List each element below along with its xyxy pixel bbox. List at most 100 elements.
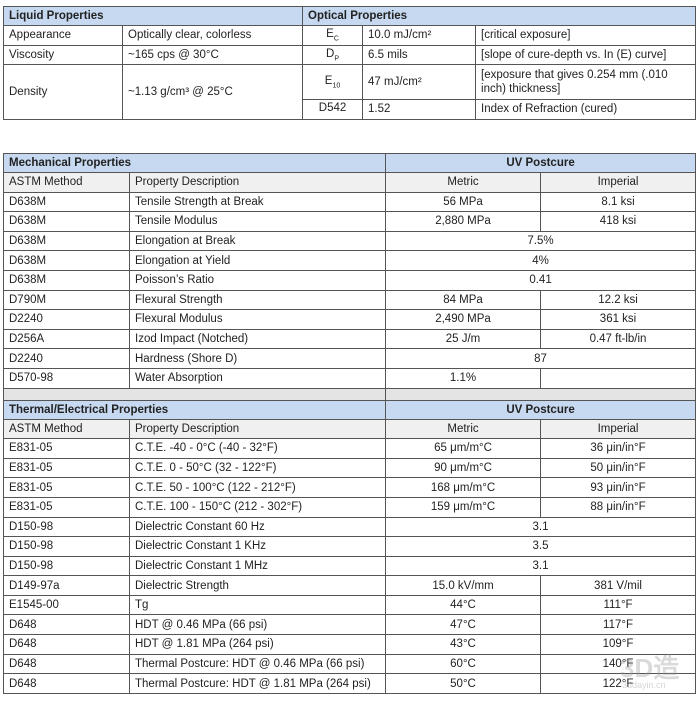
optical-value: 1.52 [362,99,477,120]
table-row: D648 HDT @ 0.46 MPa (66 psi) 47°C 117°F [3,614,697,636]
metric-value: 47°C [385,614,542,636]
property-description: Dielectric Strength [128,575,387,596]
table-row: D648 HDT @ 1.81 MPa (264 psi) 43°C 109°F [3,634,697,655]
astm-method: E831-05 [3,496,130,518]
property-description: C.T.E. -40 - 0°C (-40 - 32°F) [128,438,387,459]
optical-desc: [slope of cure-depth vs. In (E) curve] [475,44,697,66]
column-header: Property Description [128,172,387,193]
value-combined: 4% [385,250,697,271]
astm-method: D638M [3,230,130,252]
property-description: Poisson’s Ratio [128,269,387,291]
astm-method: D150-98 [3,555,130,577]
property-description: Dielectric Constant 1 MHz [128,555,387,577]
column-header: Metric [385,418,542,440]
astm-method: D638M [3,211,130,232]
astm-method: D150-98 [3,536,130,557]
astm-method: D790M [3,289,130,311]
column-header: Metric [385,172,542,193]
value-combined: 87 [385,348,697,369]
mechanical-group-heading: UV Postcure [385,153,697,173]
column-header: ASTM Method [3,172,130,193]
metric-value: 2,880 MPa [385,211,542,232]
mechanical-heading: Mechanical Properties [2,153,387,173]
table-row: D638M Poisson’s Ratio 0.41 [3,269,697,291]
property-description: HDT @ 0.46 MPa (66 psi) [128,614,387,636]
astm-method: E1545-00 [3,594,130,616]
table-row: D648 Thermal Postcure: HDT @ 0.46 MPa (66… [3,653,697,675]
imperial-value: 381 V/mil [540,575,697,596]
property-description: Flexural Modulus [128,309,387,330]
table-row: D648 Thermal Postcure: HDT @ 1.81 MPa (26… [3,673,697,694]
column-header: Imperial [540,172,697,193]
liquid-label: Appearance [3,25,123,46]
astm-method: E831-05 [3,477,130,498]
property-description: C.T.E. 50 - 100°C (122 - 212°F) [128,477,387,498]
table-row: E831-05 C.T.E. 0 - 50°C (32 - 122°F) 90 μm… [3,457,697,479]
astm-method: D150-98 [3,516,130,538]
metric-value: 84 MPa [385,289,542,311]
table-row: D638M Tensile Strength at Break 56 MPa 8.1 … [3,191,697,213]
spacer-row [2,387,697,401]
liquid-value: ~165 cps @ 30°C [121,44,304,66]
liquid-label: Density [3,64,123,120]
metric-value: 25 J/m [385,328,542,350]
property-description: Thermal Postcure: HDT @ 0.46 MPa (66 psi… [128,653,387,675]
astm-method: D638M [3,269,130,291]
property-description: C.T.E. 100 - 150°C (212 - 302°F) [128,496,387,518]
property-description: C.T.E. 0 - 50°C (32 - 122°F) [128,457,387,479]
metric-value: 168 μm/m°C [385,477,542,498]
imperial-value: 418 ksi [540,211,697,232]
astm-method: D149-97a [3,575,130,596]
liquid-value: ~1.13 g/cm³ @ 25°C [121,64,304,120]
column-header: ASTM Method [3,418,130,440]
metric-value: 2,490 MPa [385,309,542,330]
property-description: Tensile Modulus [128,211,387,232]
property-description: Dielectric Constant 60 Hz [128,516,387,538]
astm-method: D638M [3,250,130,271]
imperial-value: 50 μin/in°F [540,457,697,479]
astm-method: D648 [3,673,130,694]
metric-value: 60°C [385,653,542,675]
metric-value: 44°C [385,594,542,616]
watermark-site: 3ddayin.cn [622,680,666,690]
astm-method: E831-05 [3,438,130,459]
astm-method: D648 [3,634,130,655]
property-description: Tensile Strength at Break [128,191,387,213]
table-row: D256A Izod Impact (Notched) 25 J/m 0.47 ft-… [3,328,697,350]
property-description: Izod Impact (Notched) [128,328,387,350]
value-combined: 3.1 [385,516,697,538]
astm-method: D648 [3,614,130,636]
astm-method: D638M [3,191,130,213]
watermark-logo: 3D造 [620,653,680,683]
optical-symbol: D542 [302,99,364,120]
thermal-heading: Thermal/Electrical Properties [2,399,387,420]
metric-value: 15.0 kV/mm [385,575,542,596]
astm-method: E831-05 [3,457,130,479]
imperial-value: 0.47 ft-lb/in [540,328,697,350]
property-description: Elongation at Yield [128,250,387,271]
property-description: Flexural Strength [128,289,387,311]
metric-value: 43°C [385,634,542,655]
table-row: E831-05 C.T.E. -40 - 0°C (-40 - 32°F) 65 μ… [3,438,697,459]
imperial-value: 361 ksi [540,309,697,330]
imperial-value: 8.1 ksi [540,191,697,213]
table-row: E831-05 C.T.E. 100 - 150°C (212 - 302°F) 1… [3,496,697,518]
properties-table: Mechanical Properties UV Postcure ASTM Met… [2,153,697,694]
property-description: Tg [128,594,387,616]
astm-method: D256A [3,328,130,350]
optical-symbol: EC [302,25,364,46]
imperial-value: 122°F [540,673,697,694]
property-description: Water Absorption [128,367,387,389]
table-row: D149-97a Dielectric Strength 15.0 kV/mm 381… [3,575,697,596]
column-header: Imperial [540,418,697,440]
property-description: HDT @ 1.81 MPa (264 psi) [128,634,387,655]
table-row: D638M Tensile Modulus 2,880 MPa 418 ksi [3,211,697,232]
liquid-optical-table: Liquid Properties Optical Properties Appe… [2,6,697,120]
metric-value: 159 μm/m°C [385,496,542,518]
astm-method: D2240 [3,348,130,369]
table-row: D150-98 Dielectric Constant 1 KHz 3.5 [3,536,697,557]
optical-value: 10.0 mJ/cm² [362,25,477,46]
optical-properties-heading: Optical Properties [302,6,697,26]
property-description: Dielectric Constant 1 KHz [128,536,387,557]
imperial-value: 12.2 ksi [540,289,697,311]
